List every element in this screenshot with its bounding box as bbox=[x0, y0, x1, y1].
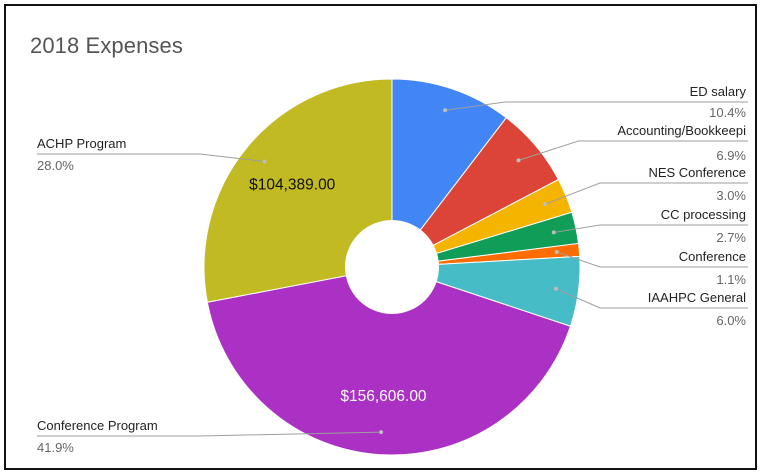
callout-name-iaahpc-general: IAAHPC General bbox=[648, 290, 746, 305]
callout-name-conference-program: Conference Program bbox=[37, 418, 158, 433]
leader-line-accounting-bookkeepi bbox=[518, 141, 748, 160]
callout-percent-conference-program: 41.9% bbox=[37, 440, 74, 455]
leader-dot-iaahpc-general bbox=[554, 287, 558, 291]
callout-percent-ed-salary: 10.4% bbox=[709, 105, 746, 120]
callout-name-accounting-bookkeepi: Accounting/Bookkeepi bbox=[617, 123, 746, 138]
callout-name-nes-conference: NES Conference bbox=[648, 165, 746, 180]
leader-dot-nes-conference bbox=[543, 202, 547, 206]
callout-name-ed-salary: ED salary bbox=[690, 84, 747, 99]
callout-percent-accounting-bookkeepi: 6.9% bbox=[716, 148, 746, 163]
leader-dot-ed-salary bbox=[443, 108, 447, 112]
leader-dot-accounting-bookkeepi bbox=[516, 158, 520, 162]
callout-name-achp-program: ACHP Program bbox=[37, 136, 126, 151]
callout-percent-cc-processing: 2.7% bbox=[716, 230, 746, 245]
callout-name-cc-processing: CC processing bbox=[661, 207, 746, 222]
donut-hole bbox=[345, 220, 439, 314]
callout-percent-achp-program: 28.0% bbox=[37, 158, 74, 173]
leader-dot-conference-program bbox=[379, 430, 383, 434]
callout-percent-conference: 1.1% bbox=[716, 272, 746, 287]
leader-dot-achp-program bbox=[263, 160, 267, 164]
callout-name-conference: Conference bbox=[679, 249, 746, 264]
slice-value-conference-program: $156,606.00 bbox=[340, 388, 427, 405]
leader-dot-cc-processing bbox=[552, 230, 556, 234]
callout-percent-iaahpc-general: 6.0% bbox=[716, 313, 746, 328]
callout-percent-nes-conference: 3.0% bbox=[716, 188, 746, 203]
leader-dot-conference bbox=[555, 250, 559, 254]
slice-value-achp-program: $104,389.00 bbox=[249, 176, 336, 193]
